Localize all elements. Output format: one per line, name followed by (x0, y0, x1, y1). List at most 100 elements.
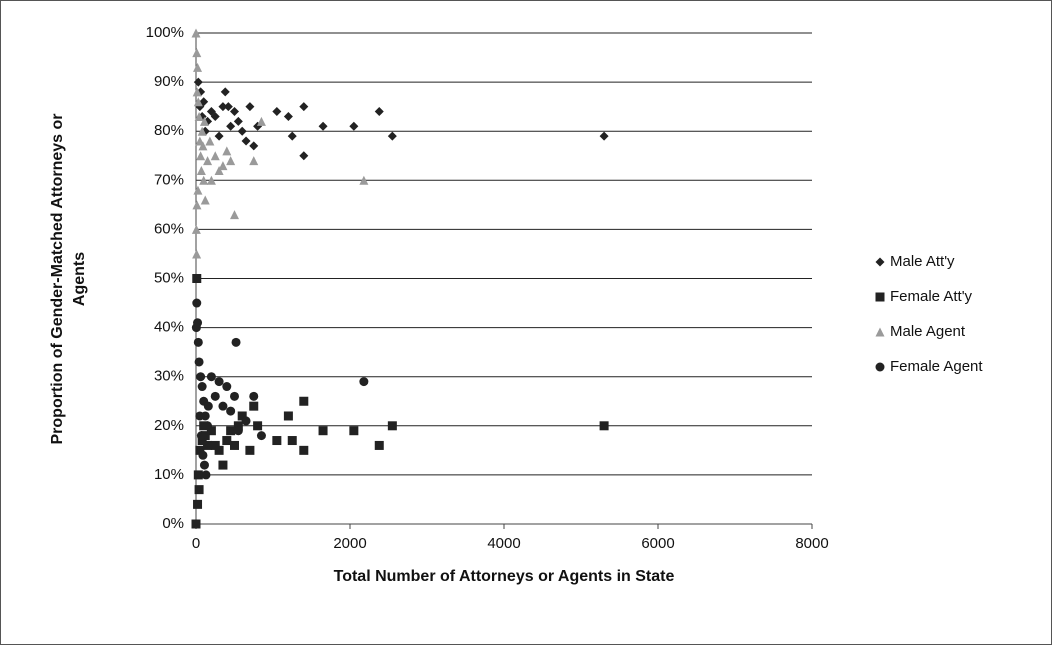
point (199, 116, 209, 126)
point (237, 126, 247, 136)
point (192, 87, 202, 97)
point (193, 97, 203, 107)
point (349, 121, 359, 131)
point (256, 431, 266, 441)
point (199, 460, 209, 470)
x-tick-label: 6000 (641, 535, 674, 552)
point (287, 436, 297, 446)
point (214, 377, 224, 387)
point (201, 470, 211, 480)
point (222, 146, 232, 156)
y-axis-title: Proportion of Gender-Matched Attorneys o… (49, 114, 66, 445)
point (192, 298, 202, 308)
point (198, 450, 208, 460)
point (599, 131, 609, 141)
legend-label: Male Agent (890, 323, 966, 340)
y-tick-label: 60% (154, 220, 184, 237)
y-tick-label: 100% (146, 24, 184, 41)
point (196, 165, 206, 175)
point (230, 210, 239, 220)
point (203, 401, 213, 411)
point (226, 406, 236, 416)
point (214, 131, 224, 141)
point (198, 141, 208, 151)
point (203, 440, 213, 450)
point (230, 440, 239, 450)
point (223, 102, 233, 112)
point (374, 440, 384, 450)
y-axis-title: Agents (71, 252, 88, 306)
point (272, 107, 282, 117)
point (192, 274, 202, 283)
legend-marker (875, 362, 885, 372)
point (191, 28, 201, 38)
point (210, 440, 220, 450)
point (191, 323, 201, 333)
point (191, 224, 201, 234)
legend-marker (875, 257, 885, 267)
x-tick-label: 8000 (795, 535, 828, 552)
point (249, 141, 259, 151)
y-tick-label: 70% (154, 171, 184, 188)
point (210, 391, 220, 401)
point (349, 426, 359, 436)
point (233, 116, 243, 126)
point (318, 426, 328, 436)
point (359, 175, 369, 185)
point (299, 445, 309, 455)
point (194, 111, 204, 121)
point (210, 151, 220, 161)
point (387, 421, 397, 431)
y-tick-label: 0% (162, 515, 184, 532)
x-axis-title: Total Number of Attorneys or Agents in S… (334, 568, 675, 585)
point (599, 421, 609, 431)
point (197, 126, 207, 136)
x-tick-label: 4000 (487, 535, 520, 552)
legend-label: Female Att'y (890, 288, 973, 305)
point (256, 116, 266, 126)
point (196, 372, 206, 382)
point (206, 175, 216, 185)
point (233, 421, 243, 431)
point (218, 401, 228, 411)
point (194, 357, 204, 367)
point (192, 249, 202, 259)
point (193, 77, 203, 87)
point (218, 102, 228, 112)
legend-marker (875, 292, 885, 302)
point (191, 519, 201, 529)
point (226, 426, 236, 436)
legend-label: Female Agent (890, 358, 983, 375)
point (193, 470, 203, 480)
point (272, 436, 282, 446)
point (193, 62, 203, 72)
x-tick-label: 0 (192, 535, 200, 552)
point (195, 445, 205, 455)
point (249, 156, 259, 166)
point (197, 382, 207, 392)
point (203, 156, 213, 166)
point (203, 421, 213, 431)
point (214, 165, 224, 175)
legend-marker (875, 327, 885, 337)
point (197, 436, 207, 446)
point (299, 396, 309, 406)
point (237, 411, 247, 421)
y-tick-label: 30% (154, 368, 184, 385)
point (299, 151, 309, 161)
point (218, 460, 228, 470)
point (230, 391, 239, 401)
point (318, 121, 328, 131)
point (283, 111, 293, 121)
point (359, 377, 369, 387)
point (200, 195, 210, 205)
point (210, 111, 220, 121)
point (226, 156, 236, 166)
y-tick-label: 80% (154, 122, 184, 139)
point (249, 401, 259, 411)
point (195, 411, 205, 421)
point (193, 185, 203, 195)
point (206, 426, 216, 436)
legend-label: Male Att'y (890, 253, 955, 270)
